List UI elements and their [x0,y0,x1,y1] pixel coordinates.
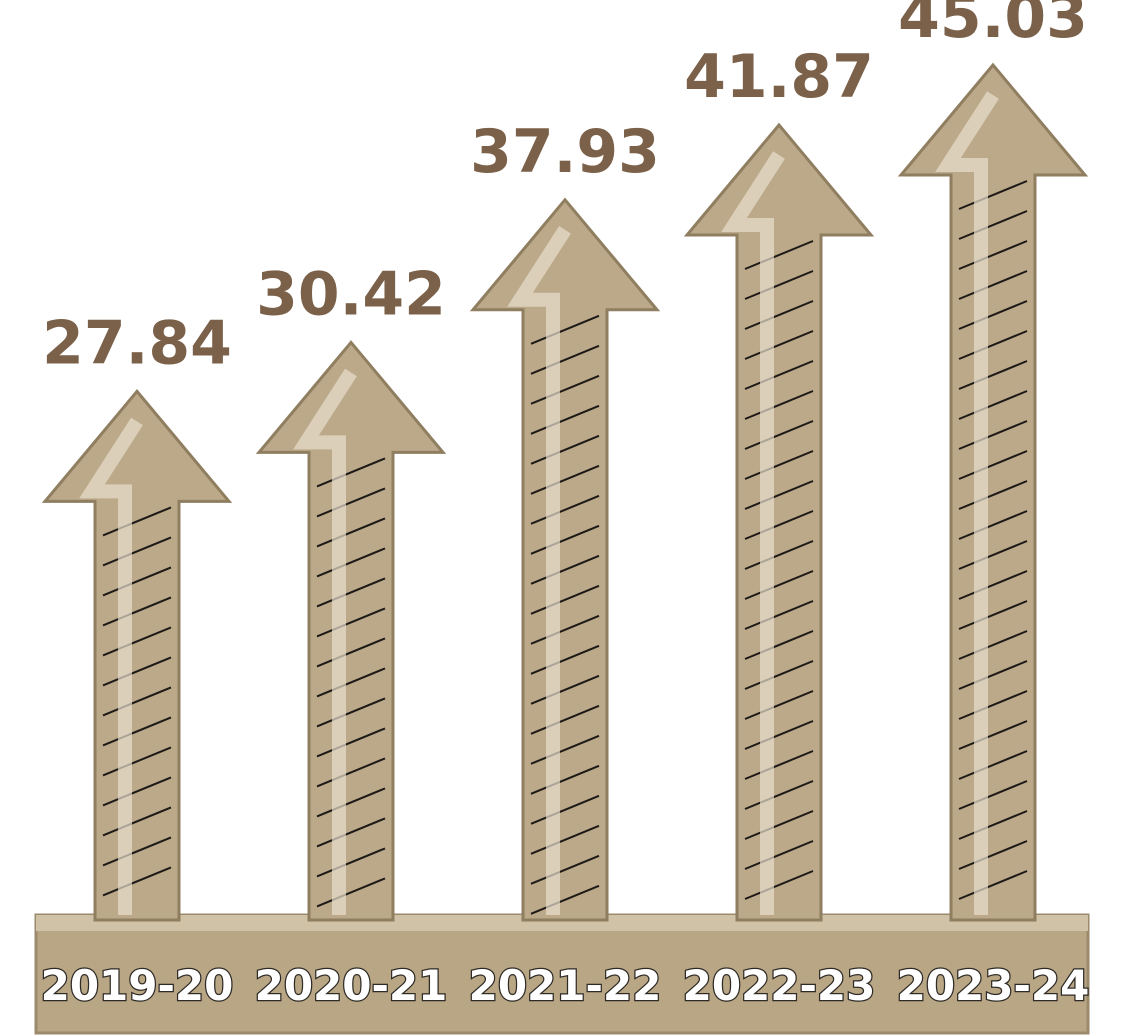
arrow-hatching [744,240,814,900]
arrow-highlight [293,368,357,915]
arrow-hatching [530,314,600,915]
x-tick-label: 2020-21 [255,961,448,1010]
arrow-hatching [102,506,172,897]
x-tick-label: 2022-23 [683,961,876,1010]
arrow [683,122,875,922]
arrow [897,62,1089,922]
arrow-highlight [79,417,143,915]
base-highlight [36,915,1088,931]
x-tick-label: 2021-22 [469,961,662,1010]
arrow [41,389,233,922]
arrow-highlight [935,91,999,915]
value-label: 41.87 [684,42,874,112]
value-label: 37.93 [470,117,660,187]
arrow [255,340,447,922]
x-tick-label: 2023-24 [897,961,1090,1010]
value-label: 45.03 [898,0,1088,52]
arrow [469,197,661,922]
value-label: 30.42 [256,259,446,329]
arrow-highlight [721,151,785,915]
arrow-highlight [507,226,571,915]
arrow-hatching [958,180,1028,900]
value-label: 27.84 [42,308,232,378]
x-tick-label: 2019-20 [41,961,234,1010]
arrow-hatching [316,457,386,908]
base-strip [34,913,1090,1035]
